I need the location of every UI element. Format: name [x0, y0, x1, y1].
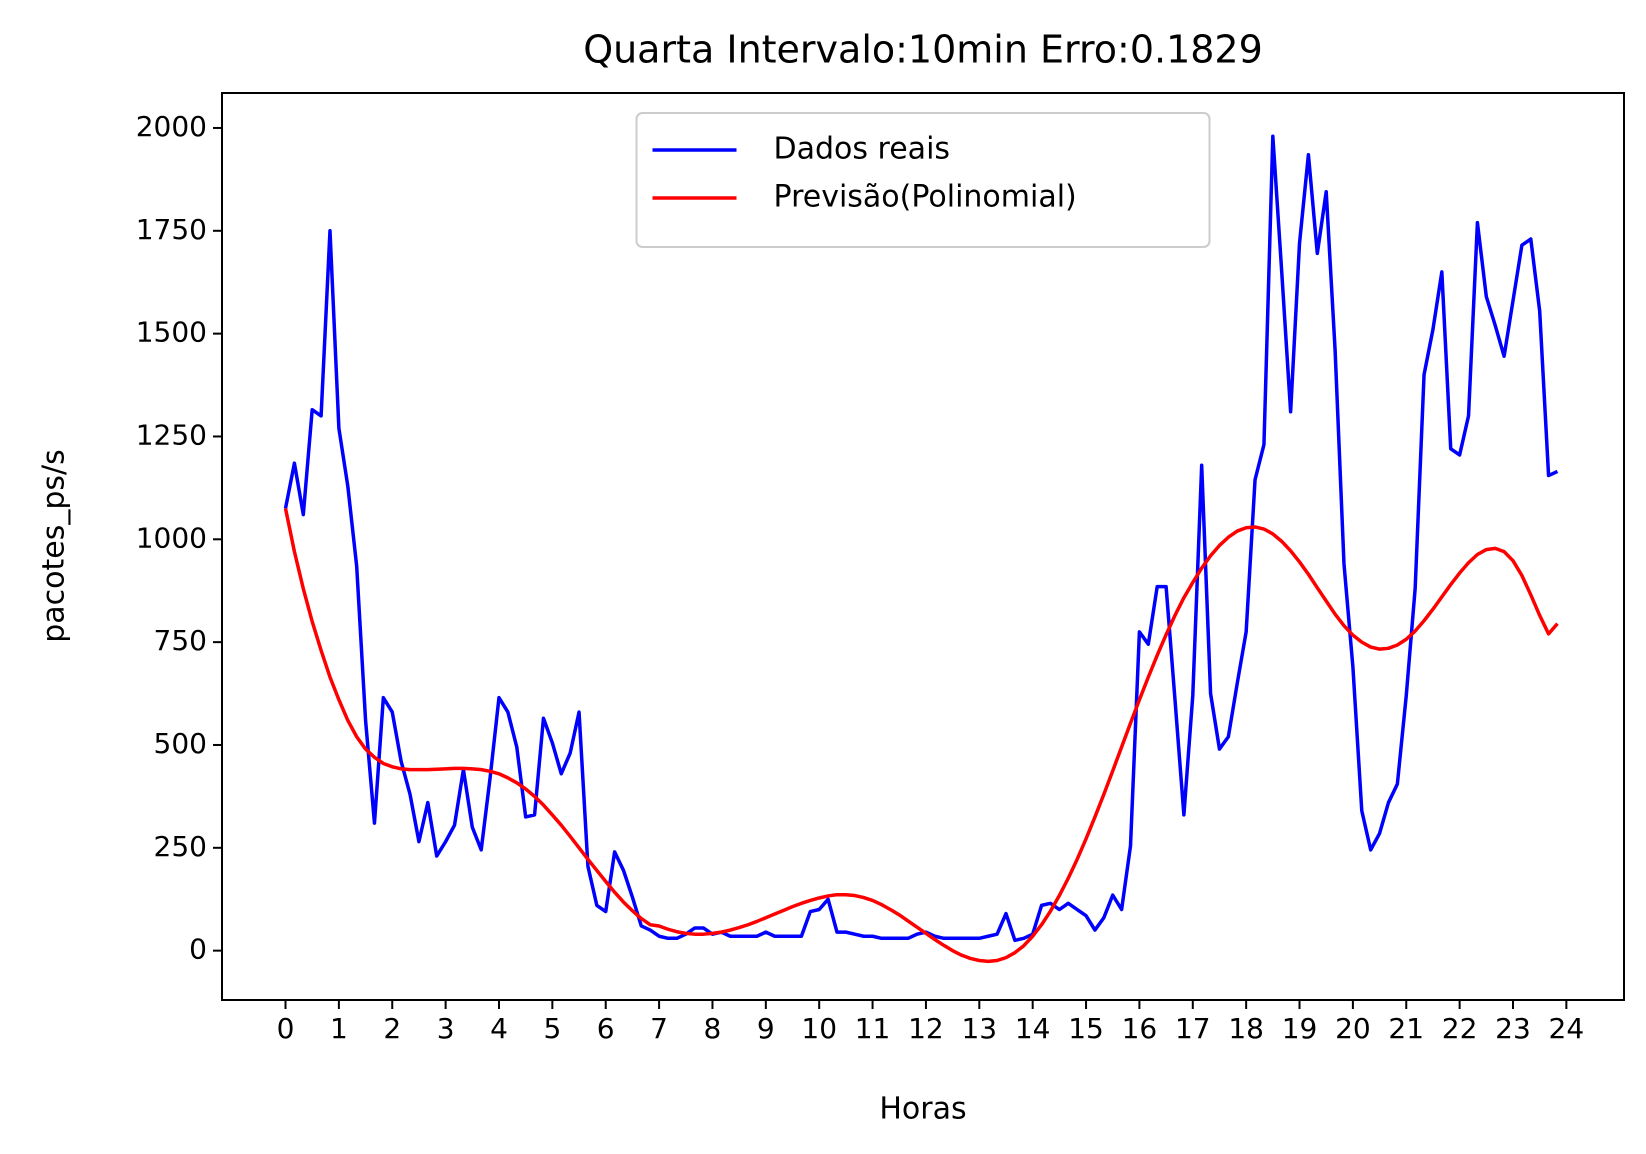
y-tick-label: 750 [154, 624, 207, 657]
x-tick-label: 13 [961, 1012, 997, 1045]
legend-label: Previsão(Polinomial) [774, 180, 1077, 215]
data-line [283, 134, 1559, 943]
x-axis-label: Horas [879, 1092, 966, 1127]
x-tick-label: 5 [543, 1012, 561, 1045]
x-tick-label: 15 [1068, 1012, 1104, 1045]
y-tick-label: 2000 [136, 110, 207, 143]
chart-title: Quarta Intervalo:10min Erro:0.1829 [583, 28, 1263, 72]
x-tick-label: 19 [1282, 1012, 1318, 1045]
y-tick-label: 1500 [136, 316, 207, 349]
x-tick-label: 18 [1228, 1012, 1264, 1045]
legend: Dados reais Previsão(Polinomial) [635, 112, 1211, 248]
x-tick-label: 22 [1442, 1012, 1478, 1045]
y-tick-label: 0 [189, 933, 207, 966]
x-tick-label: 21 [1388, 1012, 1424, 1045]
y-tick-label: 1250 [136, 418, 207, 451]
x-tick-label: 16 [1122, 1012, 1158, 1045]
x-tick-label: 4 [490, 1012, 508, 1045]
x-tick-label: 23 [1495, 1012, 1531, 1045]
x-tick-label: 14 [1015, 1012, 1051, 1045]
x-tick-label: 7 [650, 1012, 668, 1045]
x-tick-label: 1 [330, 1012, 348, 1045]
x-tick-label: 0 [277, 1012, 295, 1045]
data-line [283, 508, 1559, 964]
y-tick-label: 250 [154, 830, 207, 863]
legend-box [635, 112, 1211, 248]
x-tick-label: 12 [908, 1012, 944, 1045]
y-tick-label: 1000 [136, 521, 207, 554]
x-tick-label: 2 [383, 1012, 401, 1045]
x-tick-label: 3 [437, 1012, 455, 1045]
plot-frame [221, 92, 1625, 1001]
x-tick-label: 20 [1335, 1012, 1371, 1045]
x-tick-label: 9 [757, 1012, 775, 1045]
y-axis-label: pacotes_ps/s [37, 449, 72, 643]
x-tick-label: 6 [597, 1012, 615, 1045]
y-tick-label: 500 [154, 727, 207, 760]
legend-label: Dados reais [774, 132, 951, 167]
y-tick-label: 1750 [136, 213, 207, 246]
x-tick-label: 10 [801, 1012, 837, 1045]
x-tick-label: 24 [1549, 1012, 1585, 1045]
x-tick-label: 8 [704, 1012, 722, 1045]
x-tick-label: 17 [1175, 1012, 1211, 1045]
x-tick-label: 11 [855, 1012, 891, 1045]
